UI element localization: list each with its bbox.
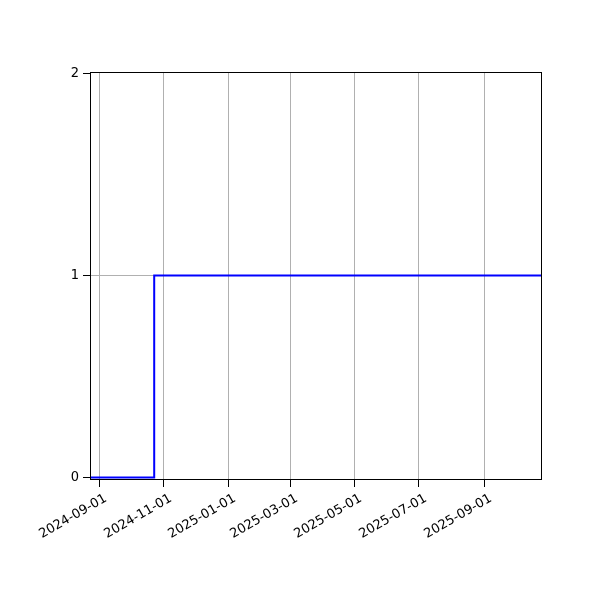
x-tick-mark (353, 480, 355, 487)
y-tick-label: 0 (70, 469, 79, 485)
x-tick-mark (227, 480, 229, 487)
plot-inner (91, 73, 541, 479)
x-tick-mark (483, 480, 485, 487)
y-tick-mark (83, 275, 90, 276)
x-tick-mark (289, 480, 291, 487)
step-line (91, 274, 541, 479)
x-tick-label: 2025-03-01 (227, 491, 301, 542)
x-tick-label: 2025-09-01 (421, 491, 495, 542)
step-line-svg (91, 274, 541, 479)
x-tick-label: 2025-05-01 (292, 491, 365, 542)
x-tick-mark (98, 480, 100, 487)
y-tick-label: 1 (70, 267, 79, 283)
x-tick-label: 2025-01-01 (165, 491, 239, 542)
x-gridline (98, 73, 100, 479)
x-tick-mark (163, 480, 165, 487)
y-tick-label: 2 (70, 65, 79, 81)
x-tick-label: 2024-11-01 (101, 491, 175, 542)
x-tick-label: 2025-07-01 (356, 491, 430, 542)
plot-area (90, 72, 542, 480)
x-tick-label: 2024-09-01 (36, 491, 110, 542)
x-tick-mark (418, 480, 420, 487)
y-tick-mark (83, 477, 90, 478)
y-tick-mark (83, 73, 90, 74)
